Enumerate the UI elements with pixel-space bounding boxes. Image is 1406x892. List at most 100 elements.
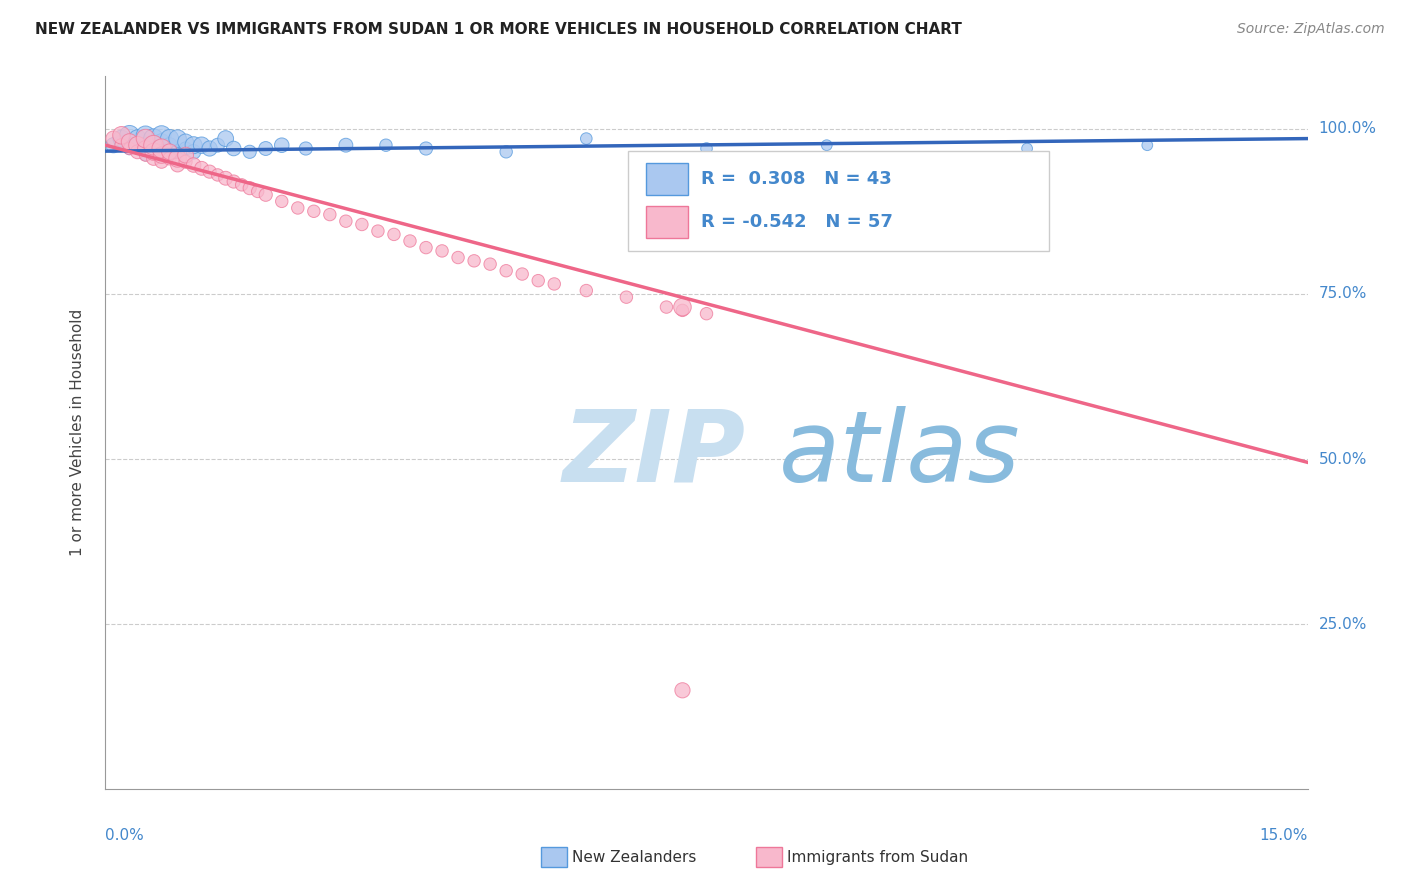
Point — [463, 253, 485, 268]
Point — [319, 208, 342, 222]
Point — [135, 131, 157, 145]
Point — [135, 128, 157, 143]
Point — [127, 138, 149, 153]
Point — [183, 145, 205, 159]
FancyBboxPatch shape — [628, 151, 1049, 251]
Point — [254, 141, 277, 155]
Point — [135, 141, 157, 155]
Point — [671, 300, 693, 314]
Point — [127, 145, 149, 159]
Point — [110, 128, 132, 143]
Point — [671, 683, 693, 698]
Point — [198, 141, 221, 155]
Point — [183, 138, 205, 153]
Text: Source: ZipAtlas.com: Source: ZipAtlas.com — [1237, 22, 1385, 37]
Point — [110, 135, 132, 149]
Point — [374, 138, 398, 153]
Point — [696, 307, 718, 321]
Text: 15.0%: 15.0% — [1260, 829, 1308, 843]
Point — [350, 218, 373, 232]
Point — [430, 244, 453, 258]
Text: ZIP: ZIP — [562, 406, 745, 502]
Point — [103, 131, 125, 145]
Point — [655, 300, 678, 314]
Point — [367, 224, 389, 238]
Point — [159, 138, 181, 153]
Point — [135, 148, 157, 162]
Point — [174, 148, 197, 162]
Point — [495, 145, 517, 159]
Text: R = -0.542   N = 57: R = -0.542 N = 57 — [700, 213, 893, 231]
Point — [159, 145, 181, 159]
Point — [295, 141, 318, 155]
Point — [118, 141, 141, 155]
Point — [575, 131, 598, 145]
Text: atlas: atlas — [779, 406, 1021, 502]
Point — [1017, 141, 1039, 155]
Point — [103, 138, 125, 153]
Text: New Zealanders: New Zealanders — [572, 850, 696, 864]
Text: 75.0%: 75.0% — [1319, 286, 1367, 301]
Point — [207, 168, 229, 182]
Point — [159, 131, 181, 145]
Point — [254, 187, 277, 202]
Point — [150, 128, 173, 143]
Point — [166, 158, 188, 172]
Point — [142, 145, 165, 159]
Point — [222, 175, 245, 189]
Point — [118, 135, 141, 149]
Text: NEW ZEALANDER VS IMMIGRANTS FROM SUDAN 1 OR MORE VEHICLES IN HOUSEHOLD CORRELATI: NEW ZEALANDER VS IMMIGRANTS FROM SUDAN 1… — [35, 22, 962, 37]
Point — [270, 138, 292, 153]
Point — [335, 214, 357, 228]
Point — [135, 138, 157, 153]
Point — [399, 234, 422, 248]
Text: R =  0.308   N = 43: R = 0.308 N = 43 — [700, 170, 891, 188]
Point — [479, 257, 502, 271]
Point — [159, 152, 181, 166]
Point — [142, 131, 165, 145]
Point — [239, 181, 262, 195]
Text: 0.0%: 0.0% — [105, 829, 145, 843]
Text: Immigrants from Sudan: Immigrants from Sudan — [787, 850, 969, 864]
Point — [222, 141, 245, 155]
Point — [447, 251, 470, 265]
Point — [214, 131, 236, 145]
Point — [174, 141, 197, 155]
Point — [110, 138, 132, 153]
Text: 100.0%: 100.0% — [1319, 121, 1376, 136]
Point — [135, 148, 157, 162]
Point — [190, 161, 212, 176]
Point — [174, 135, 197, 149]
Point — [150, 148, 173, 162]
Point — [166, 131, 188, 145]
Point — [142, 145, 165, 159]
Point — [118, 128, 141, 143]
Point — [142, 152, 165, 166]
Point — [616, 290, 638, 304]
Point — [207, 138, 229, 153]
Point — [415, 141, 437, 155]
Point — [127, 138, 149, 153]
Text: 50.0%: 50.0% — [1319, 451, 1367, 467]
Point — [110, 131, 132, 145]
Point — [815, 138, 838, 153]
Point — [150, 141, 173, 155]
Point — [231, 178, 253, 192]
Point — [174, 154, 197, 169]
Point — [575, 284, 598, 298]
Point — [166, 152, 188, 166]
Point — [543, 277, 565, 291]
Bar — [647, 206, 689, 238]
Point — [150, 141, 173, 155]
Point — [183, 158, 205, 172]
Point — [214, 171, 236, 186]
Point — [270, 194, 292, 209]
Point — [696, 141, 718, 155]
Text: 25.0%: 25.0% — [1319, 616, 1367, 632]
Point — [510, 267, 533, 281]
Point — [495, 264, 517, 278]
Point — [150, 154, 173, 169]
Point — [239, 145, 262, 159]
Point — [190, 138, 212, 153]
Y-axis label: 1 or more Vehicles in Household: 1 or more Vehicles in Household — [70, 309, 84, 557]
